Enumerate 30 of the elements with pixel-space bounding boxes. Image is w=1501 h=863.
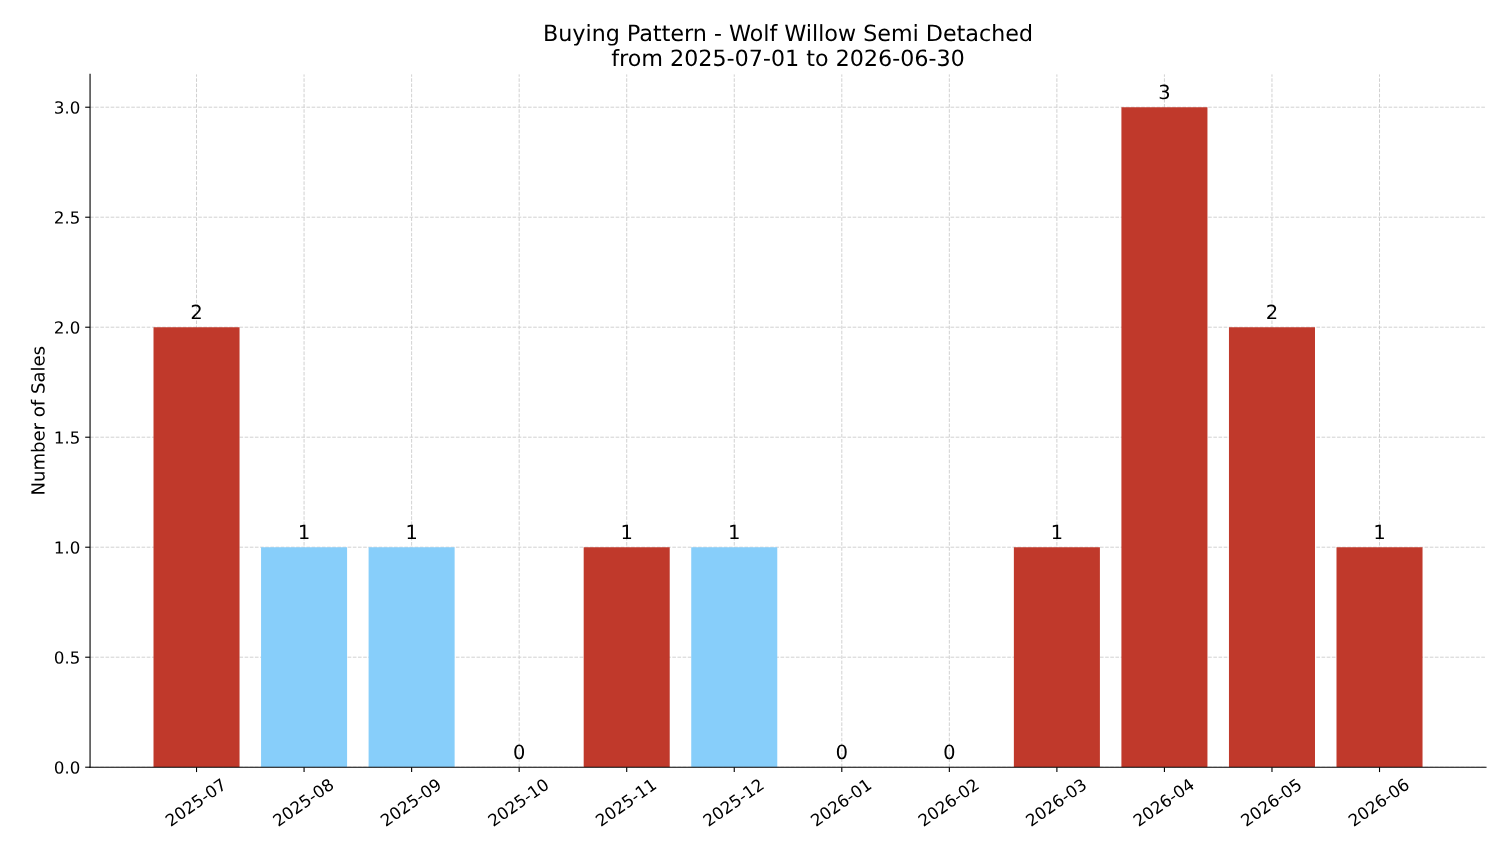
bar <box>1336 547 1423 768</box>
y-axis-title: Number of Sales <box>30 346 45 494</box>
data-label: 3 <box>1159 84 1170 100</box>
data-label: 1 <box>1052 524 1062 539</box>
y-tick-label: 0.5 <box>54 651 79 664</box>
data-label: 1 <box>730 524 739 539</box>
data-label: 1 <box>622 524 632 539</box>
bar <box>1013 547 1100 768</box>
bar <box>153 327 240 768</box>
y-tick-label: 2.5 <box>55 211 79 224</box>
data-label: 0 <box>514 744 525 760</box>
data-label: 1 <box>407 524 417 539</box>
bar <box>583 547 670 768</box>
bar <box>691 547 778 768</box>
bar <box>1228 327 1315 768</box>
chart-title: Buying Pattern - Wolf Willow Semi Detached from 2025-07-01 to 2026-06-30 <box>545 24 1032 67</box>
data-label: 2 <box>191 304 201 319</box>
data-label: 1 <box>300 524 309 539</box>
bar <box>261 547 348 768</box>
data-label: 0 <box>836 744 847 760</box>
data-label: 0 <box>944 744 955 760</box>
bar <box>1121 107 1208 768</box>
y-tick-label: 3.0 <box>55 101 80 114</box>
bar <box>368 547 455 768</box>
data-label: 2 <box>1267 304 1277 319</box>
y-tick-label: 1.0 <box>55 541 80 554</box>
data-label: 1 <box>1375 524 1384 539</box>
y-tick-label: 2.0 <box>55 321 80 334</box>
y-tick-label: 0.0 <box>54 761 80 774</box>
y-tick-label: 1.5 <box>55 431 79 444</box>
